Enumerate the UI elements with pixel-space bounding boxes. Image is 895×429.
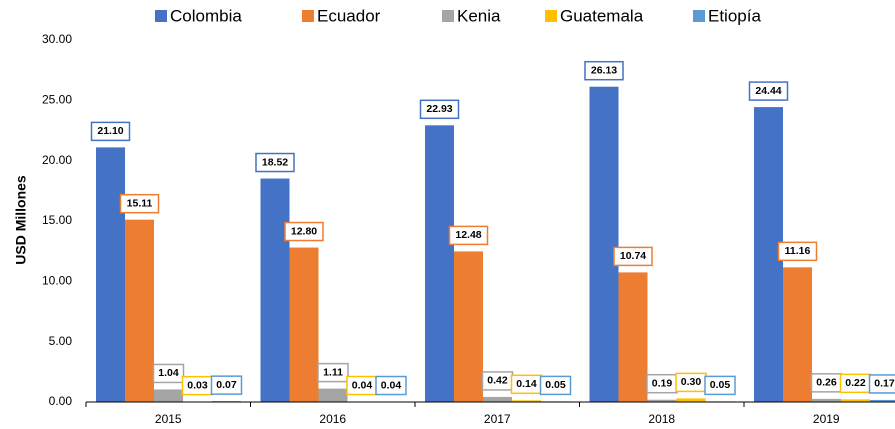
- data-label-box: [419, 99, 460, 120]
- bar: [589, 86, 619, 402]
- x-tick-label: 2015: [155, 412, 182, 426]
- data-label: 12.80: [291, 225, 317, 237]
- data-label-box: [748, 81, 789, 101]
- y-tick-label: 25.00: [42, 93, 72, 107]
- bar: [260, 178, 290, 402]
- legend-swatch: [442, 10, 454, 22]
- data-label: 0.05: [710, 379, 731, 391]
- data-label-box: [152, 363, 185, 384]
- legend-label: Kenia: [457, 6, 501, 25]
- data-label: 0.07: [216, 379, 237, 391]
- data-label-box: [584, 60, 624, 81]
- data-label: 0.04: [381, 379, 402, 391]
- data-label: 10.74: [620, 250, 646, 262]
- data-label: 12.48: [455, 229, 481, 241]
- y-tick-label: 0.00: [49, 394, 73, 408]
- bar: [96, 147, 125, 402]
- data-label: 22.93: [426, 103, 452, 115]
- data-label: 0.42: [487, 375, 508, 387]
- data-label: 0.03: [187, 379, 208, 391]
- data-label: 0.30: [681, 376, 702, 388]
- data-label-box: [704, 375, 736, 396]
- x-tick-label: 2018: [648, 412, 675, 426]
- x-tick-label: 2019: [813, 412, 840, 426]
- bar: [841, 399, 870, 402]
- bar: [454, 251, 483, 402]
- bar: [154, 389, 183, 402]
- data-label: 18.52: [262, 156, 288, 168]
- legend-label: Colombia: [170, 6, 242, 25]
- legend-label: Ecuador: [317, 6, 381, 25]
- bar: [783, 267, 812, 402]
- data-label-box: [868, 374, 895, 394]
- bar: [870, 399, 895, 402]
- y-tick-label: 20.00: [42, 153, 72, 167]
- y-tick-label: 10.00: [42, 274, 72, 288]
- data-label-box: [255, 152, 295, 173]
- data-label: 0.04: [352, 379, 373, 391]
- data-label: 15.11: [127, 197, 153, 209]
- data-label-box: [119, 193, 160, 214]
- data-label: 24.44: [755, 85, 781, 97]
- data-label: 11.16: [785, 245, 811, 257]
- bar: [618, 272, 648, 402]
- data-label: 0.22: [845, 377, 866, 389]
- bar: [483, 396, 512, 402]
- legend-swatch: [302, 10, 314, 22]
- data-label-box: [613, 246, 653, 267]
- legend-swatch: [693, 10, 705, 22]
- bar: [512, 400, 541, 402]
- legend-label: Guatemala: [560, 6, 644, 25]
- data-label: 0.17: [874, 378, 895, 390]
- y-axis-title: USD Millones: [13, 175, 29, 265]
- data-label-box: [375, 375, 407, 396]
- legend-swatch: [155, 10, 167, 22]
- legend-swatch: [545, 10, 557, 22]
- data-label-box: [448, 225, 489, 246]
- data-label: 1.11: [323, 366, 343, 378]
- data-label: 21.10: [97, 125, 123, 137]
- bar: [647, 399, 677, 402]
- data-label: 0.19: [652, 377, 673, 389]
- bar: [289, 247, 319, 402]
- data-label: 0.05: [545, 379, 566, 391]
- data-label-box: [90, 121, 131, 142]
- bar: [318, 388, 348, 402]
- bar: [125, 219, 154, 402]
- bar: [812, 398, 841, 402]
- y-tick-label: 30.00: [42, 32, 72, 46]
- y-tick-label: 15.00: [42, 213, 72, 227]
- data-label: 1.04: [158, 367, 179, 379]
- data-label-box: [317, 362, 349, 383]
- data-label-box: [777, 241, 818, 262]
- bar: [425, 125, 454, 402]
- data-label: 0.14: [516, 378, 537, 390]
- data-label: 26.13: [591, 64, 617, 76]
- data-label: 0.26: [816, 377, 837, 389]
- data-label-box: [539, 375, 572, 396]
- data-label-box: [284, 221, 324, 242]
- y-tick-label: 5.00: [49, 334, 73, 348]
- data-label-box: [210, 375, 243, 395]
- x-tick-label: 2017: [484, 412, 511, 426]
- bar: [676, 398, 706, 402]
- legend-label: Etiopía: [708, 6, 761, 25]
- x-tick-label: 2016: [319, 412, 346, 426]
